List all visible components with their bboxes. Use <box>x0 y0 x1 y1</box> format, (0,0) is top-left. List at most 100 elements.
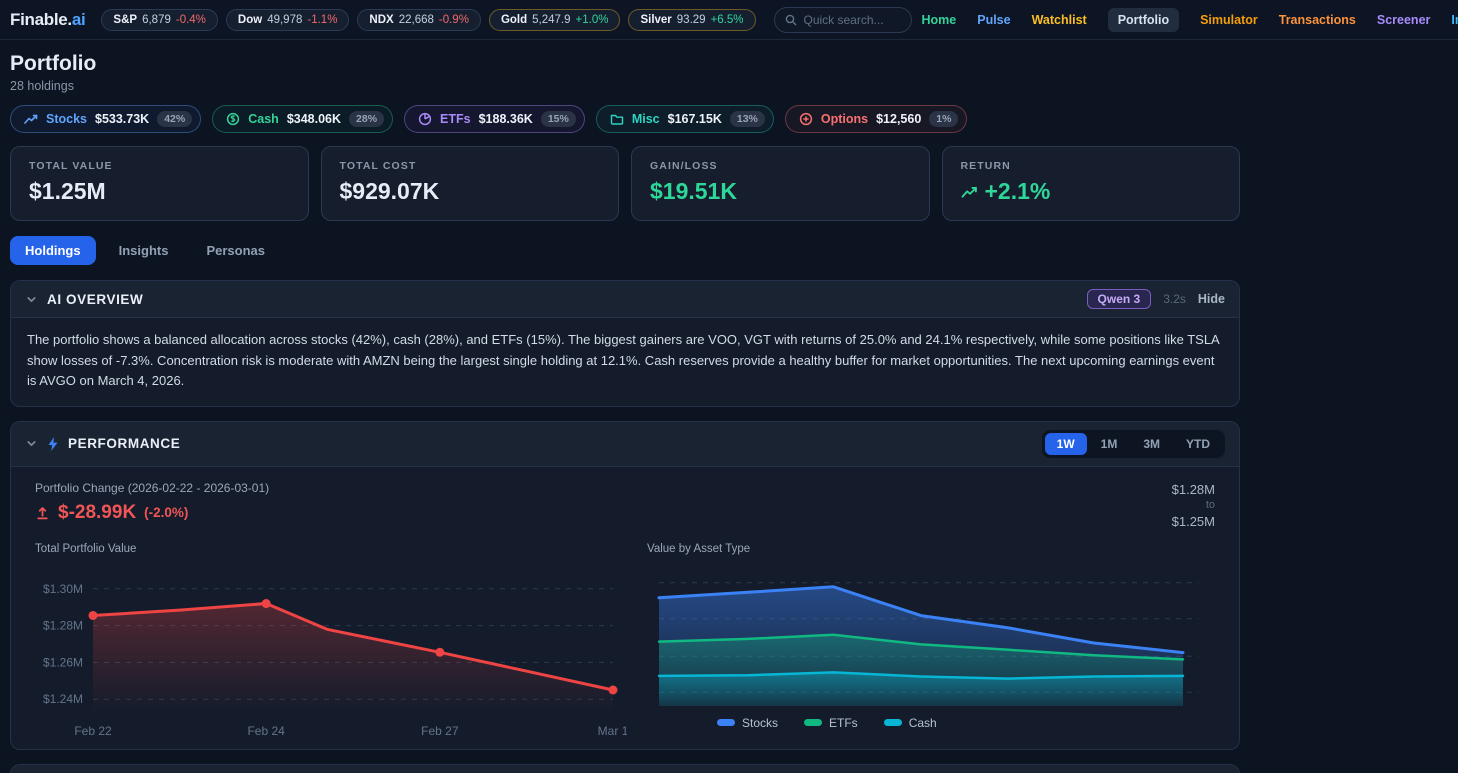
performance-header: PERFORMANCE 1W 1M 3M YTD <box>11 421 1239 467</box>
chip-options[interactable]: Options $12,560 1% <box>784 105 968 133</box>
legend-cash: Cash <box>883 716 937 730</box>
holdings-count: 28 holdings <box>10 79 74 93</box>
market-tickers: S&P 6,879 -0.4% Dow 49,978 -1.1% NDX 22,… <box>101 8 756 31</box>
chip-percent: 15% <box>540 111 576 127</box>
ai-overview-header: AI OVERVIEW Qwen 3 3.2s Hide <box>11 281 1239 318</box>
period-toggle: 1W 1M 3M YTD <box>1041 429 1225 458</box>
legend-swatch-etfs <box>804 719 823 727</box>
total-portfolio-value-block: Total Portfolio Value $1.30M $1.28M $1.26M… <box>35 543 627 741</box>
latency-label: 3.2s <box>1163 292 1186 306</box>
performance-panel: PERFORMANCE 1W 1M 3M YTD Portfolio Chang… <box>10 420 1240 750</box>
chip-misc[interactable]: Misc $167.15K 13% <box>595 105 774 133</box>
legend-swatch-stocks <box>717 719 735 727</box>
card-total-cost: TOTAL COST $929.07K <box>320 146 619 221</box>
stocks-panel: STOCKS 14 RH Synced Value $533.73K G/L $… <box>10 763 1240 773</box>
svg-text:$1.24M: $1.24M <box>43 692 83 706</box>
summary-cards: TOTAL VALUE $1.25M TOTAL COST $929.07K G… <box>10 146 1240 221</box>
card-gain-loss: GAIN/LOSS $19.51K <box>631 146 930 221</box>
ticker-dow[interactable]: Dow 49,978 -1.1% <box>225 8 350 31</box>
brand-name: Finable. <box>10 9 72 29</box>
ticker-ndx[interactable]: NDX 22,668 -0.9% <box>357 8 481 31</box>
period-1w[interactable]: 1W <box>1044 432 1087 455</box>
svg-text:Feb 24: Feb 24 <box>247 724 285 738</box>
model-badge[interactable]: Qwen 3 <box>1086 289 1152 309</box>
chevron-down-icon[interactable] <box>25 293 38 306</box>
ticker-sp500[interactable]: S&P 6,879 -0.4% <box>101 8 218 31</box>
trend-up-icon <box>24 113 38 125</box>
lightning-icon <box>47 436 59 451</box>
svg-text:Feb 22: Feb 22 <box>74 724 112 738</box>
main-nav: Home Pulse Watchlist Portfolio Simulator… <box>921 7 1458 32</box>
tab-holdings[interactable]: Holdings <box>10 236 96 265</box>
ai-overview-title: AI OVERVIEW <box>47 291 144 307</box>
chip-value: $533.73K <box>95 112 150 126</box>
quick-search[interactable] <box>773 6 912 33</box>
chip-label: Cash <box>248 112 279 126</box>
portfolio-page: Portfolio 28 holdings Stocks $533.73K 42… <box>10 40 1240 773</box>
svg-text:Mar 1: Mar 1 <box>598 724 627 738</box>
asset-class-chips: Stocks $533.73K 42% Cash $348.06K 28% ET… <box>10 105 1240 133</box>
period-1m[interactable]: 1M <box>1089 433 1130 455</box>
card-total-value: TOTAL VALUE $1.25M <box>10 146 309 221</box>
right-chart-title: Value by Asset Type <box>647 542 751 555</box>
svg-text:Feb 27: Feb 27 <box>421 724 459 738</box>
stocks-header: STOCKS 14 RH Synced Value $533.73K G/L $… <box>11 764 1239 773</box>
chip-etfs[interactable]: ETFs $188.36K 15% <box>404 105 585 133</box>
hide-button[interactable]: Hide <box>1197 292 1225 306</box>
chip-percent: 13% <box>729 111 765 127</box>
nav-link-institutions[interactable]: Institutions <box>1451 12 1458 27</box>
change-value: $-28.99K <box>58 501 137 523</box>
nav-link-transactions[interactable]: Transactions <box>1278 12 1356 27</box>
nav-link-simulator[interactable]: Simulator <box>1200 12 1258 27</box>
asset-type-legend: Stocks ETFs Cash <box>647 716 1207 730</box>
chip-label: ETFs <box>440 112 471 126</box>
ticker-silver[interactable]: Silver 93.29 +6.5% <box>628 8 756 31</box>
search-icon <box>785 14 797 26</box>
value-range: $1.28M to $1.25M <box>1172 481 1215 531</box>
left-chart-title: Total Portfolio Value <box>35 542 137 555</box>
arrow-up-from-line-icon <box>35 505 50 520</box>
ai-overview-panel: AI OVERVIEW Qwen 3 3.2s Hide The portfol… <box>10 280 1240 407</box>
chip-value: $188.36K <box>478 112 533 126</box>
svg-text:$1.30M: $1.30M <box>43 581 83 595</box>
chip-value: $12,560 <box>876 112 922 126</box>
trend-up-icon <box>961 185 978 199</box>
svg-text:$1.26M: $1.26M <box>43 655 83 669</box>
range-to: $1.25M <box>1171 513 1215 529</box>
folder-icon <box>610 113 624 125</box>
top-nav: Finable.ai S&P 6,879 -0.4% Dow 49,978 -1… <box>0 0 1458 40</box>
brand-suffix: ai <box>71 9 86 29</box>
brand-logo[interactable]: Finable.ai <box>10 9 86 30</box>
performance-charts: Total Portfolio Value $1.30M $1.28M $1.26M… <box>11 533 1239 749</box>
change-period-label: Portfolio Change (2026-02-22 - 2026-03-0… <box>35 480 270 495</box>
view-tabs: Holdings Insights Personas <box>10 236 1240 265</box>
nav-link-portfolio[interactable]: Portfolio <box>1107 7 1180 32</box>
value-by-asset-type-block: Value by Asset Type Stocks ETFs Cash <box>647 543 1207 741</box>
chip-stocks[interactable]: Stocks $533.73K 42% <box>10 105 202 133</box>
chip-label: Options <box>820 112 869 126</box>
plus-circle-icon <box>799 112 813 126</box>
nav-link-watchlist[interactable]: Watchlist <box>1031 12 1087 27</box>
chip-cash[interactable]: Cash $348.06K 28% <box>212 105 394 133</box>
nav-link-screener[interactable]: Screener <box>1376 12 1431 27</box>
range-word: to <box>1205 499 1215 512</box>
chip-label: Stocks <box>46 112 87 126</box>
nav-link-pulse[interactable]: Pulse <box>977 12 1011 27</box>
performance-summary: Portfolio Change (2026-02-22 - 2026-03-0… <box>11 467 1239 533</box>
chip-label: Misc <box>631 112 660 126</box>
nav-link-home[interactable]: Home <box>921 12 957 27</box>
tab-personas[interactable]: Personas <box>191 236 280 265</box>
chevron-down-icon[interactable] <box>25 437 38 450</box>
ticker-gold[interactable]: Gold 5,247.9 +1.0% <box>488 8 621 31</box>
chip-percent: 28% <box>349 111 385 127</box>
chip-value: $167.15K <box>667 112 722 126</box>
chip-value: $348.06K <box>286 112 342 126</box>
card-return: RETURN +2.1% <box>941 146 1240 221</box>
period-3m[interactable]: 3M <box>1131 433 1172 455</box>
tab-insights[interactable]: Insights <box>104 236 184 265</box>
chip-percent: 42% <box>157 111 193 127</box>
period-ytd[interactable]: YTD <box>1174 433 1222 455</box>
search-input[interactable] <box>803 12 904 27</box>
pie-chart-icon <box>418 112 432 126</box>
value-by-asset-type-chart <box>657 581 1199 706</box>
